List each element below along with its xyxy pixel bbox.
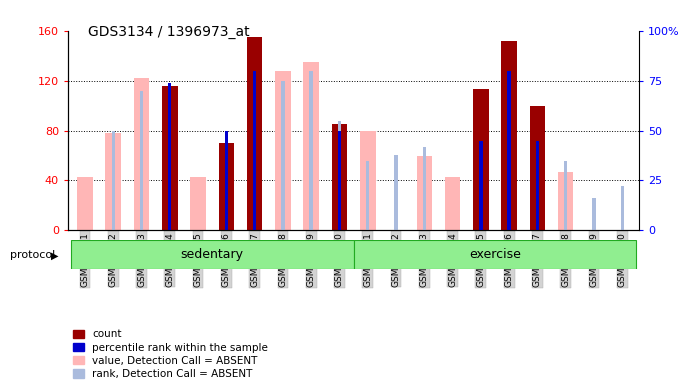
Text: ▶: ▶ (51, 250, 58, 260)
Bar (501, 41, 517, 230)
Bar (422, 147, 426, 230)
Bar (253, 71, 256, 230)
Bar (168, 83, 171, 230)
Bar (479, 141, 483, 230)
Bar (338, 131, 341, 230)
Bar (394, 154, 398, 230)
Legend: count, percentile rank within the sample, value, Detection Call = ABSENT, rank, : count, percentile rank within the sample… (73, 329, 268, 379)
Bar (417, 156, 432, 230)
Bar (303, 62, 319, 230)
Bar (332, 124, 347, 230)
Bar (338, 121, 341, 230)
Bar (366, 161, 369, 230)
Text: sedentary: sedentary (181, 248, 243, 261)
Text: protocol: protocol (10, 250, 56, 260)
Bar (140, 91, 143, 230)
Bar (564, 161, 567, 230)
Bar (621, 187, 624, 230)
Bar (558, 172, 573, 230)
Bar (112, 131, 115, 230)
Bar (592, 199, 596, 230)
Bar (134, 78, 150, 230)
Bar (105, 133, 121, 230)
Text: GDS3134 / 1396973_at: GDS3134 / 1396973_at (88, 25, 250, 39)
Bar (224, 131, 228, 230)
Bar (309, 71, 313, 230)
Bar (218, 143, 234, 230)
Text: exercise: exercise (469, 248, 521, 261)
Bar (530, 106, 545, 230)
Bar (282, 81, 285, 230)
Bar (162, 86, 177, 230)
Bar (360, 131, 375, 230)
Bar (536, 141, 539, 230)
Bar (275, 71, 290, 230)
Bar (507, 71, 511, 230)
Bar (78, 177, 92, 230)
FancyBboxPatch shape (71, 240, 354, 269)
Bar (445, 177, 460, 230)
Bar (247, 37, 262, 230)
FancyBboxPatch shape (354, 240, 636, 269)
Bar (473, 89, 489, 230)
Bar (190, 177, 206, 230)
